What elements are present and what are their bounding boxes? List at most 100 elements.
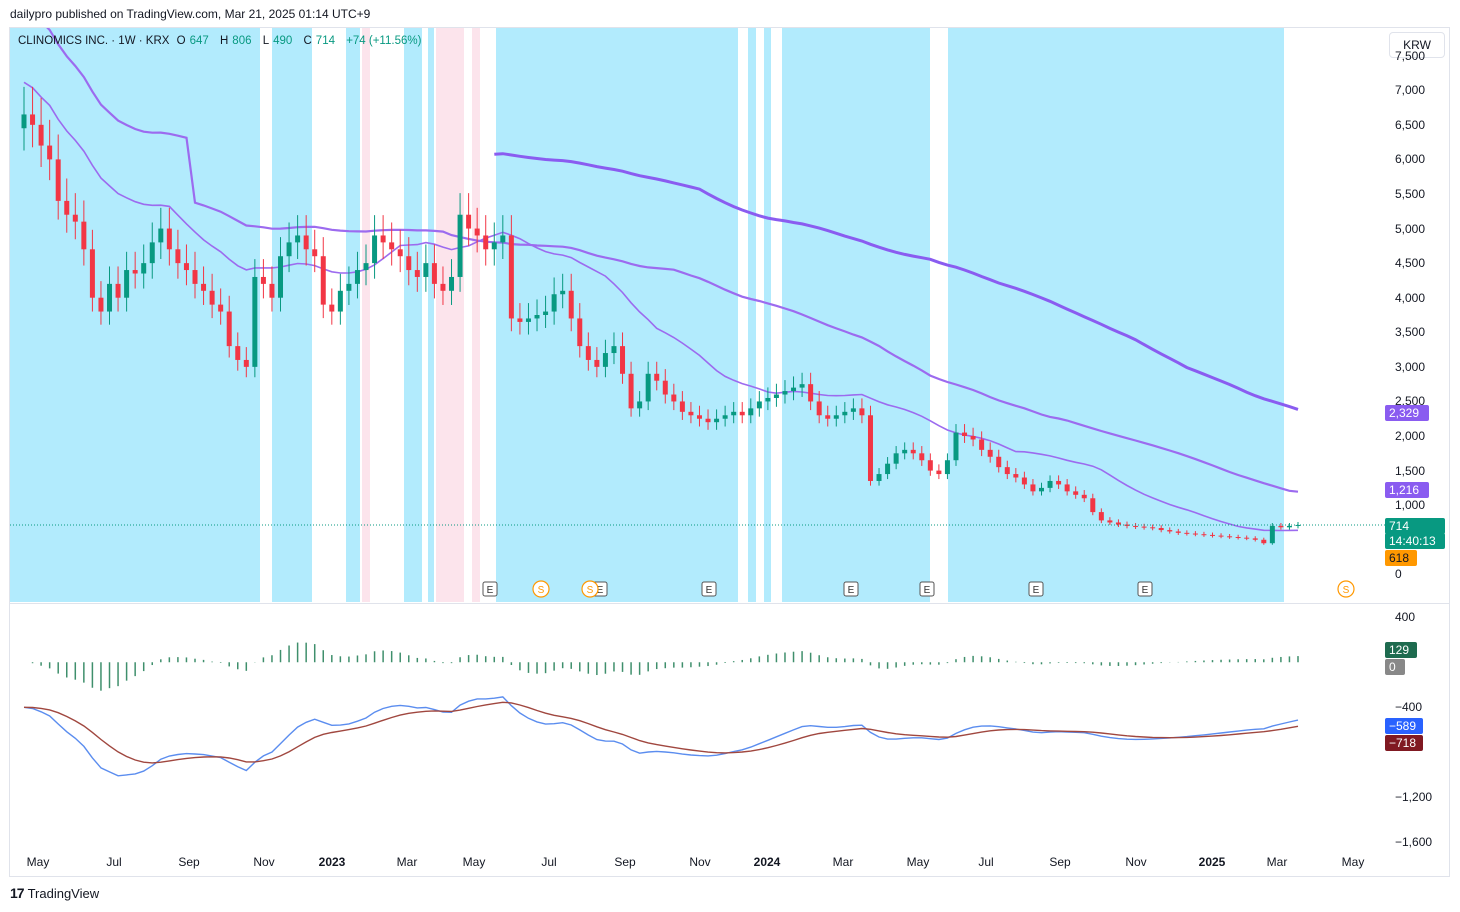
candle-body [397, 249, 403, 257]
candle-body [543, 311, 549, 315]
macd-histogram [31, 642, 1299, 691]
candle-body [1158, 528, 1164, 531]
time-tick-label: Mar [832, 855, 854, 869]
candle-body [885, 463, 891, 475]
candle [466, 193, 472, 246]
time-tick-label: May [1341, 855, 1365, 869]
candle [423, 244, 429, 292]
candles [21, 86, 1301, 545]
candle [628, 361, 634, 417]
candle [919, 446, 925, 466]
candle [72, 193, 78, 240]
split-marker: S [532, 580, 550, 598]
candle [183, 244, 189, 286]
candle-body [414, 270, 420, 277]
candle-body [748, 408, 754, 416]
candle [500, 215, 506, 259]
ma-mid-line [46, 28, 1299, 493]
candle-body [354, 270, 360, 284]
candle-body [1021, 477, 1027, 485]
candle [295, 215, 301, 259]
candle [825, 405, 831, 427]
candle [1158, 525, 1164, 533]
candle-body [1184, 532, 1190, 534]
candle [218, 288, 224, 325]
candle [739, 402, 745, 424]
macd-tick-label: −1,200 [1395, 790, 1433, 805]
candle [260, 259, 266, 299]
pink-band [436, 28, 464, 602]
time-tick-label: Sep [614, 855, 636, 869]
pink-band [472, 28, 480, 602]
candle-body [30, 114, 36, 125]
candle-body [1107, 520, 1113, 523]
candle-body [491, 242, 497, 250]
signal-line [23, 701, 1299, 764]
candle [679, 391, 685, 420]
candle [962, 424, 968, 443]
candle [81, 200, 87, 266]
candle [782, 380, 788, 404]
candle-body [55, 159, 61, 201]
candle [1269, 523, 1275, 545]
symbol-name[interactable]: CLINOMICS INC. · 1W · KRX [18, 35, 170, 47]
price-tick-label: 7,500 [1395, 48, 1426, 63]
candle [1073, 486, 1079, 499]
tradingview-logo[interactable]: 17 TradingView [10, 885, 99, 901]
candle [491, 222, 497, 266]
split-marker-label: S [538, 585, 545, 596]
currency-button[interactable]: KRW [1389, 32, 1445, 58]
background-band [748, 28, 756, 602]
earnings-marker-label: E [597, 585, 604, 596]
candle-body [209, 290, 215, 305]
pane-separator[interactable] [10, 603, 1449, 604]
candle-body [808, 384, 814, 402]
chart-frame [9, 27, 1450, 877]
candle-body [64, 200, 70, 215]
candle-body [115, 283, 121, 298]
candle-body [149, 242, 155, 264]
candle-body [107, 283, 113, 312]
candle-body [927, 460, 933, 471]
candle [1115, 519, 1121, 528]
background-band [10, 28, 260, 602]
candle-body [944, 460, 950, 475]
candle [910, 442, 916, 460]
candle-body [141, 263, 147, 274]
candle [637, 391, 643, 417]
candle [508, 215, 514, 332]
candle-body [594, 359, 600, 367]
candle [192, 251, 198, 299]
candle-body [910, 449, 916, 454]
candle [303, 215, 309, 266]
candle-body [1192, 533, 1198, 535]
candle [38, 97, 44, 168]
candle-body [243, 359, 249, 367]
candle-body [902, 449, 908, 454]
chart-plot-area[interactable]: E E E E E E ES S S [10, 28, 1386, 876]
candle [483, 215, 489, 266]
split-marker: S [581, 580, 599, 598]
candle-body [132, 270, 138, 274]
candle [337, 273, 343, 325]
candle-body [1073, 491, 1079, 495]
candle-body [859, 408, 865, 416]
candle [551, 277, 557, 325]
candle [320, 237, 326, 319]
candle [543, 295, 549, 328]
candle [979, 431, 985, 457]
candle-body [389, 242, 395, 250]
candle-body [816, 401, 822, 416]
candle [269, 266, 275, 312]
earnings-marker-label: E [1033, 585, 1040, 596]
candle [859, 398, 865, 424]
earnings-marker-label: E [924, 585, 931, 596]
candle-body [269, 283, 275, 298]
candle-body [987, 449, 993, 457]
candle-body [1175, 531, 1181, 533]
candle [431, 244, 437, 299]
candle [833, 405, 839, 427]
time-tick-label: 2024 [753, 855, 781, 869]
background-band [428, 28, 434, 602]
candle-body [183, 263, 189, 271]
